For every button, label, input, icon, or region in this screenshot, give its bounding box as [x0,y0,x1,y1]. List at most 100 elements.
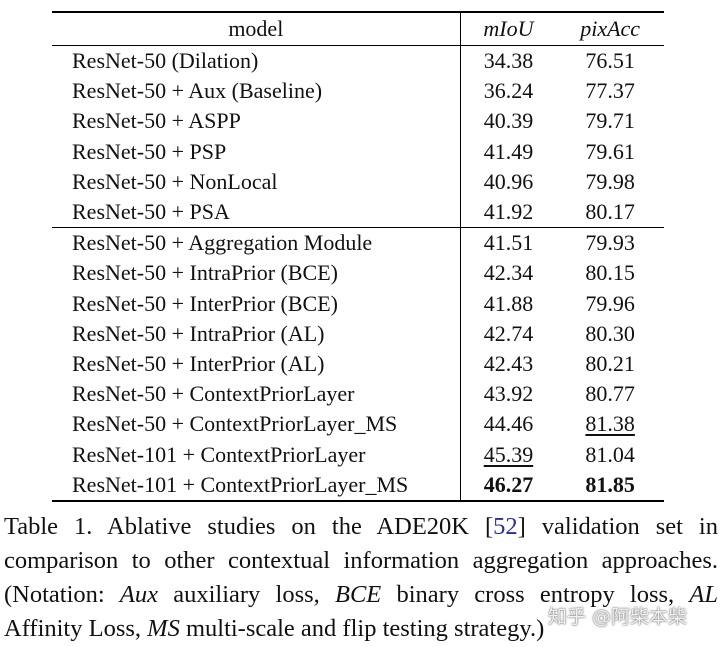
caption-text: binary cross entropy loss, [381,581,690,608]
cell-text: ResNet-50 + PSA [72,199,230,225]
cell-text: 36.24 [483,78,534,104]
cell-text: ResNet-50 + Aux (Baseline) [72,78,323,104]
cell-text: 44.46 [483,411,534,437]
header-row: model mIoU pixAcc [52,12,664,46]
table-cell: 81.38 [556,409,664,439]
table-row: ResNet-50 + ASPP 40.39 79.71 [52,106,664,137]
caption-text: auxiliary loss, [158,581,335,608]
caption-text: Table 1. Ablative studies on the ADE20K … [4,513,494,540]
cell-text: 42.43 [483,350,534,376]
citation-link[interactable]: 52 [493,513,518,540]
table-cell: 41.49 [460,137,556,167]
table-cell: 80.30 [556,319,664,349]
cell-text: 79.93 [585,230,635,256]
watermark: 知乎 @阿柴本柴 [548,606,688,628]
cell-text: ResNet-50 + InterPrior (BCE) [72,290,338,316]
cell-text: 34.38 [483,48,534,74]
table-cell: 81.85 [556,470,664,501]
caption-text: MS [147,615,180,642]
table-cell: ResNet-50 + NonLocal [52,166,461,197]
caption-text: multi-scale and flip testing strategy.) [179,615,545,642]
cell-text: ResNet-50 + NonLocal [72,168,278,194]
table-cell: 43.92 [460,379,556,409]
table-cell: ResNet-50 + InterPrior (AL) [52,348,461,380]
caption-text: ] validation set in comparison to other … [4,513,718,608]
table-cell: ResNet-50 + Aux (Baseline) [52,76,461,107]
cell-text: 80.30 [585,320,635,346]
table-cell: ResNet-50 + ASPP [52,106,461,137]
table-row: ResNet-50 + InterPrior (BCE) 41.88 79.96 [52,288,664,319]
cell-text: 80.77 [585,381,635,407]
table-row: ResNet-50 + ContextPriorLayer 43.92 80.77 [52,379,664,410]
table-cell: 79.96 [556,289,664,319]
caption: Table 1. Ablative studies on the ADE20K … [4,510,718,646]
table-cell: 46.27 [460,470,556,501]
table-row: ResNet-50 + Aux (Baseline) 36.24 77.37 [52,76,664,107]
table-cell: ResNet-50 + IntraPrior (AL) [52,318,461,349]
cell-text: ResNet-101 + ContextPriorLayer [72,441,366,467]
cell-text: ResNet-50 + ContextPriorLayer [72,381,355,407]
table-row: ResNet-101 + ContextPriorLayer 45.39 81.04 [52,439,664,470]
cell-text: ResNet-50 + IntraPrior (BCE) [72,260,338,286]
cell-text: 79.61 [585,138,635,164]
cell-text: 41.92 [483,199,534,225]
cell-text: 79.98 [585,168,635,194]
table-cell: 44.46 [460,409,556,439]
table-cell: 79.98 [556,167,664,197]
table-cell: 42.34 [460,258,556,288]
caption-text: Affinity Loss, [4,615,148,642]
cell-text: 40.39 [483,108,534,134]
cell-text: 41.88 [483,290,534,316]
cell-text: 80.15 [585,260,635,286]
table-cell: 34.38 [460,46,556,77]
cell-text: ResNet-50 + InterPrior (AL) [72,350,325,376]
table-cell: ResNet-50 + ContextPriorLayer [52,379,461,410]
table-cell: ResNet-50 + PSP [52,136,461,167]
table-row: ResNet-50 (Dilation) 34.38 76.51 [52,45,664,77]
cell-text: 42.34 [483,260,534,286]
table-cell: ResNet-50 + IntraPrior (BCE) [52,258,461,289]
table-cell: 80.15 [556,258,664,288]
header-cell: model [52,12,461,46]
cell-text: 81.04 [585,441,635,467]
cell-text: 43.92 [483,381,534,407]
cell-text: 42.74 [483,320,534,346]
table-cell: 80.21 [556,349,664,379]
cell-text: ResNet-50 + ASPP [72,108,241,134]
table-row: ResNet-50 + IntraPrior (BCE) 42.34 80.15 [52,258,664,289]
table-row: ResNet-50 + Aggregation Module 41.51 79.93 [52,227,664,259]
cell-text: 81.38 [585,411,635,437]
table-row: ResNet-50 + InterPrior (AL) 42.43 80.21 [52,348,664,380]
table-row: ResNet-50 + PSP 41.49 79.61 [52,136,664,167]
cell-text: 41.51 [483,230,534,256]
table-row: ResNet-101 + ContextPriorLayer_MS 46.27 81… [52,469,664,501]
table-cell: ResNet-50 + PSA [52,196,461,228]
table-cell: 40.96 [460,167,556,197]
table-cell: 36.24 [460,76,556,106]
table-row: ResNet-50 + IntraPrior (AL) 42.74 80.30 [52,318,664,349]
cell-text: ResNet-50 + PSP [72,138,227,164]
results-table: model mIoU pixAcc ResNet-50 (Dilation) 34… [52,11,664,502]
table-cell: 80.17 [556,197,664,228]
table-cell: 40.39 [460,106,556,136]
cell-text: 76.51 [585,48,635,74]
cell-text: ResNet-101 + ContextPriorLayer_MS [72,471,409,497]
table-cell: ResNet-101 + ContextPriorLayer [52,439,461,470]
table-body: ResNet-50 (Dilation) 34.38 76.51 ResNet-50 … [52,45,664,501]
table-cell: 42.43 [460,349,556,379]
table-cell: 42.74 [460,319,556,349]
cell-text: ResNet-50 + Aggregation Module [72,230,373,256]
table-cell: 41.88 [460,289,556,319]
cell-text: 81.85 [585,471,635,497]
cell-text: ResNet-50 (Dilation) [72,48,259,74]
table-cell: ResNet-50 + InterPrior (BCE) [52,288,461,319]
table-head: model mIoU pixAcc [52,12,664,46]
table-row: ResNet-50 + PSA 41.92 80.17 [52,196,664,228]
table-cell: ResNet-50 (Dilation) [52,45,461,77]
table-cell: 77.37 [556,76,664,106]
cell-text: 46.27 [483,471,534,497]
table-cell: ResNet-101 + ContextPriorLayer_MS [52,469,461,501]
cell-text: 45.39 [483,441,534,467]
cell-text: ResNet-50 + IntraPrior (AL) [72,320,325,346]
